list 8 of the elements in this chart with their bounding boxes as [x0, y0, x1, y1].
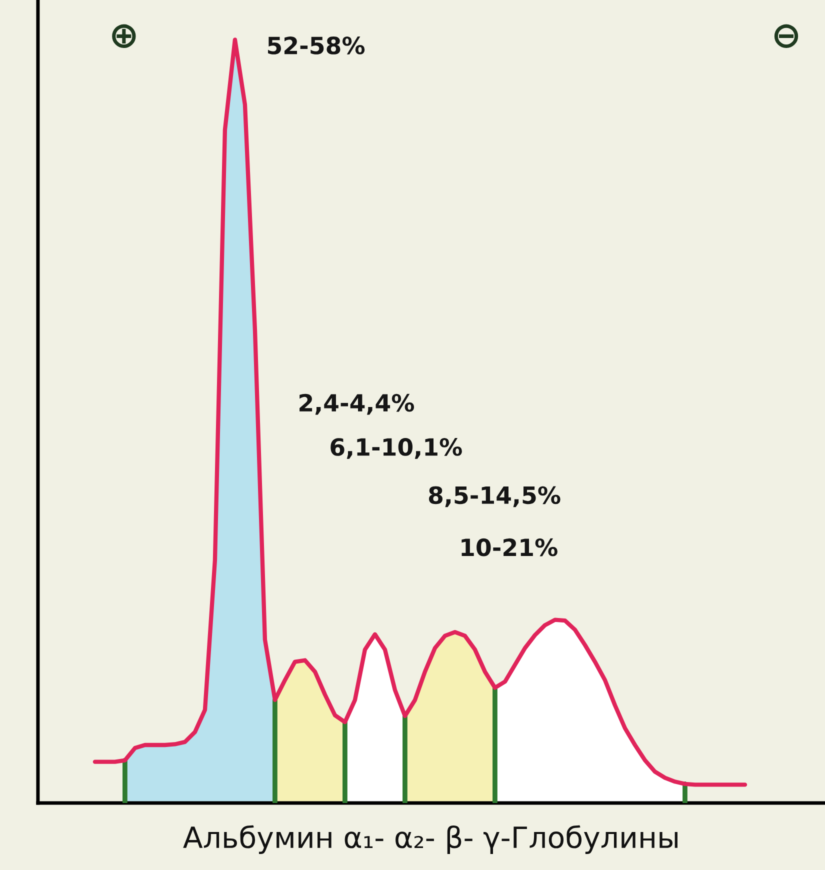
annotation: 10-21% — [462, 538, 558, 556]
annotation: 6,1-10,1% — [330, 438, 462, 459]
text: ⊖ — [774, 24, 798, 48]
annotation: ⊕ — [112, 24, 136, 48]
annotation: 8,5-14,5% — [428, 486, 560, 508]
x-axis-title: Альбумин α₁- α₂- β- γ-Глобулины — [183, 825, 678, 854]
annotation: 2,4-4,4% — [300, 394, 414, 415]
annotation: 52-58% — [268, 36, 365, 54]
